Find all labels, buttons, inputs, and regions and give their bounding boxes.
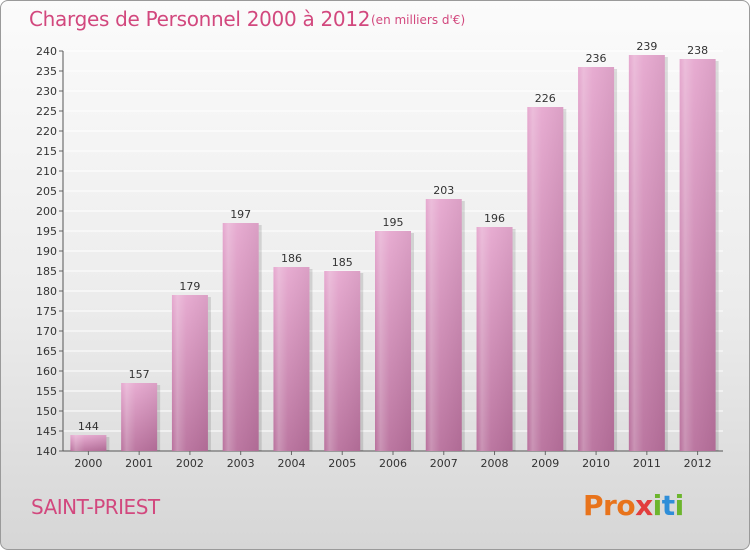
data-label: 197 [230, 208, 251, 221]
y-tick-label: 240 [36, 45, 57, 58]
x-tick-label: 2004 [277, 457, 305, 470]
proxiti-logo: Proxiti [583, 489, 684, 522]
x-tick-label: 2012 [684, 457, 712, 470]
bar-sheen [527, 107, 564, 451]
x-tick-label: 2011 [633, 457, 661, 470]
y-tick-label: 185 [36, 265, 57, 278]
bar-sheen [628, 55, 665, 451]
y-tick-label: 190 [36, 245, 57, 258]
data-label: 157 [129, 368, 150, 381]
bars [70, 55, 719, 451]
data-label: 144 [78, 420, 99, 433]
bar-sheen [121, 383, 158, 451]
y-tick-label: 210 [36, 165, 57, 178]
x-tick-label: 2007 [430, 457, 458, 470]
y-tick-label: 230 [36, 85, 57, 98]
x-tick-label: 2003 [227, 457, 255, 470]
x-tick-label: 2008 [481, 457, 509, 470]
y-tick-label: 205 [36, 185, 57, 198]
x-tick-label: 2010 [582, 457, 610, 470]
data-label: 239 [636, 40, 657, 53]
bar-sheen [375, 231, 411, 451]
bar-sheen [70, 435, 107, 451]
x-tick-label: 2000 [74, 457, 102, 470]
bar-sheen [273, 267, 310, 451]
x-tick-label: 2006 [379, 457, 407, 470]
bar-sheen [425, 199, 462, 451]
y-tick-label: 195 [36, 225, 57, 238]
chart-title: Charges de Personnel 2000 à 2012 [29, 7, 371, 31]
data-label: 203 [433, 184, 454, 197]
y-tick-label: 155 [36, 385, 57, 398]
data-label: 195 [383, 216, 404, 229]
y-tick-label: 220 [36, 125, 57, 138]
y-tick-label: 200 [36, 205, 57, 218]
data-label: 185 [332, 256, 353, 269]
data-label: 196 [484, 212, 505, 225]
y-tick-label: 235 [36, 65, 57, 78]
y-tick-label: 175 [36, 305, 57, 318]
bar-sheen [476, 227, 513, 451]
x-tick-label: 2001 [125, 457, 153, 470]
y-tick-label: 180 [36, 285, 57, 298]
data-label: 179 [179, 280, 200, 293]
bar-sheen [222, 223, 259, 451]
bar-sheen [324, 271, 361, 451]
y-tick-label: 170 [36, 325, 57, 338]
labels: 1401451501551601651701751801851901952002… [36, 40, 712, 470]
bar-sheen [171, 295, 208, 451]
data-label: 186 [281, 252, 302, 265]
x-tick-label: 2005 [328, 457, 356, 470]
y-tick-label: 215 [36, 145, 57, 158]
data-label: 236 [586, 52, 607, 65]
bar-sheen [679, 59, 716, 451]
y-tick-label: 225 [36, 105, 57, 118]
data-label: 226 [535, 92, 556, 105]
chart-subtitle: (en milliers d'€) [371, 13, 466, 27]
y-tick-label: 140 [36, 445, 57, 458]
y-tick-label: 150 [36, 405, 57, 418]
city-name: SAINT-PRIEST [31, 495, 160, 519]
y-tick-label: 145 [36, 425, 57, 438]
bar-sheen [578, 67, 615, 451]
x-tick-label: 2009 [531, 457, 559, 470]
y-tick-label: 165 [36, 345, 57, 358]
x-tick-label: 2002 [176, 457, 204, 470]
y-tick-label: 160 [36, 365, 57, 378]
data-label: 238 [687, 44, 708, 57]
